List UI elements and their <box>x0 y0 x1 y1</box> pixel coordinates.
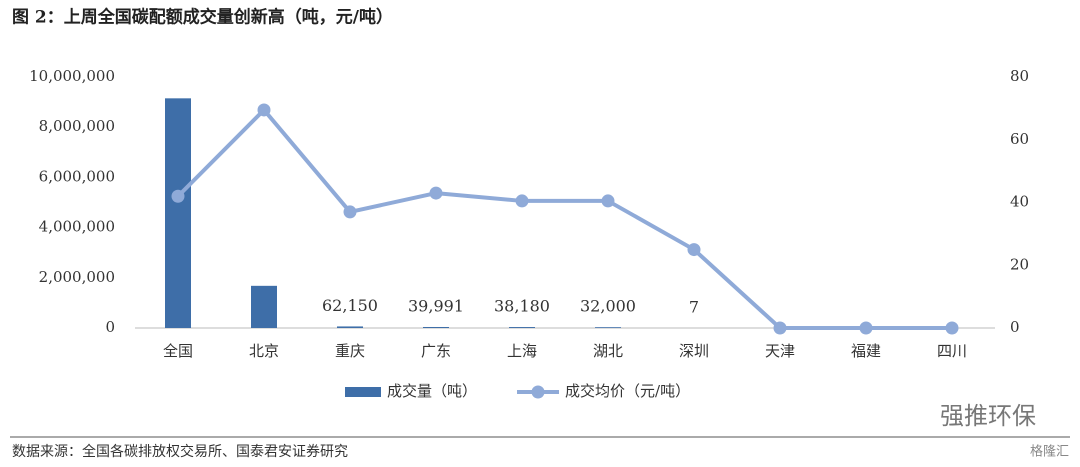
data-label: 38,180 <box>494 297 550 316</box>
y-tick-label: 2,000,000 <box>39 268 115 286</box>
marker <box>859 321 873 335</box>
line <box>176 107 952 330</box>
bar <box>423 326 449 328</box>
y2-tick-label: 40 <box>1010 193 1029 211</box>
data-label: 62,150 <box>322 296 378 315</box>
x-tick-label: 北京 <box>249 342 279 360</box>
y2-tick-label: 80 <box>1010 67 1029 85</box>
legend-label: 成交均价（元/吨） <box>565 382 690 400</box>
marker <box>773 321 787 335</box>
marker <box>601 194 615 208</box>
marker <box>343 205 357 219</box>
marker <box>257 103 271 117</box>
bar <box>337 326 363 328</box>
bar <box>251 285 277 328</box>
x-tick-label: 广东 <box>421 342 451 360</box>
marker <box>171 189 185 203</box>
marker <box>515 194 529 208</box>
legend-swatch <box>345 387 381 397</box>
marker <box>945 321 959 335</box>
x-tick-label: 深圳 <box>679 342 709 360</box>
x-tick-label: 重庆 <box>335 342 365 360</box>
bar <box>165 98 191 329</box>
data-label: 32,000 <box>580 297 636 316</box>
y-tick-label: 4,000,000 <box>39 218 115 236</box>
legend-label: 成交量（吨） <box>387 382 477 400</box>
bar <box>509 327 535 328</box>
y-tick-label: 10,000,000 <box>29 67 115 85</box>
watermark: 格隆汇 <box>1030 444 1069 460</box>
data-label: 39,991 <box>408 296 464 315</box>
x-tick-label: 湖北 <box>593 342 623 360</box>
watermark: 强推环保 <box>940 402 1036 430</box>
marker <box>687 243 701 257</box>
x-tick-label: 四川 <box>937 342 967 360</box>
chart-title: 图 2：上周全国碳配额成交量创新高（吨，元/吨） <box>12 7 393 28</box>
marker <box>429 186 443 200</box>
y-tick-label: 0 <box>105 318 115 336</box>
x-tick-label: 天津 <box>765 342 795 360</box>
source: 数据来源：全国各碳排放权交易所、国泰君安证券研究 <box>12 443 348 460</box>
x-tick-label: 全国 <box>163 342 193 360</box>
legend-swatch <box>531 385 545 399</box>
y2-tick-label: 20 <box>1010 255 1029 273</box>
y2-tick-label: 60 <box>1010 130 1029 148</box>
y2-tick-label: 0 <box>1010 318 1020 336</box>
y-tick-label: 6,000,000 <box>39 167 115 185</box>
bar <box>595 327 621 328</box>
y-tick-label: 8,000,000 <box>39 117 115 135</box>
x-tick-label: 福建 <box>851 342 881 360</box>
x-tick-label: 上海 <box>507 342 537 360</box>
data-label: 7 <box>689 297 699 316</box>
